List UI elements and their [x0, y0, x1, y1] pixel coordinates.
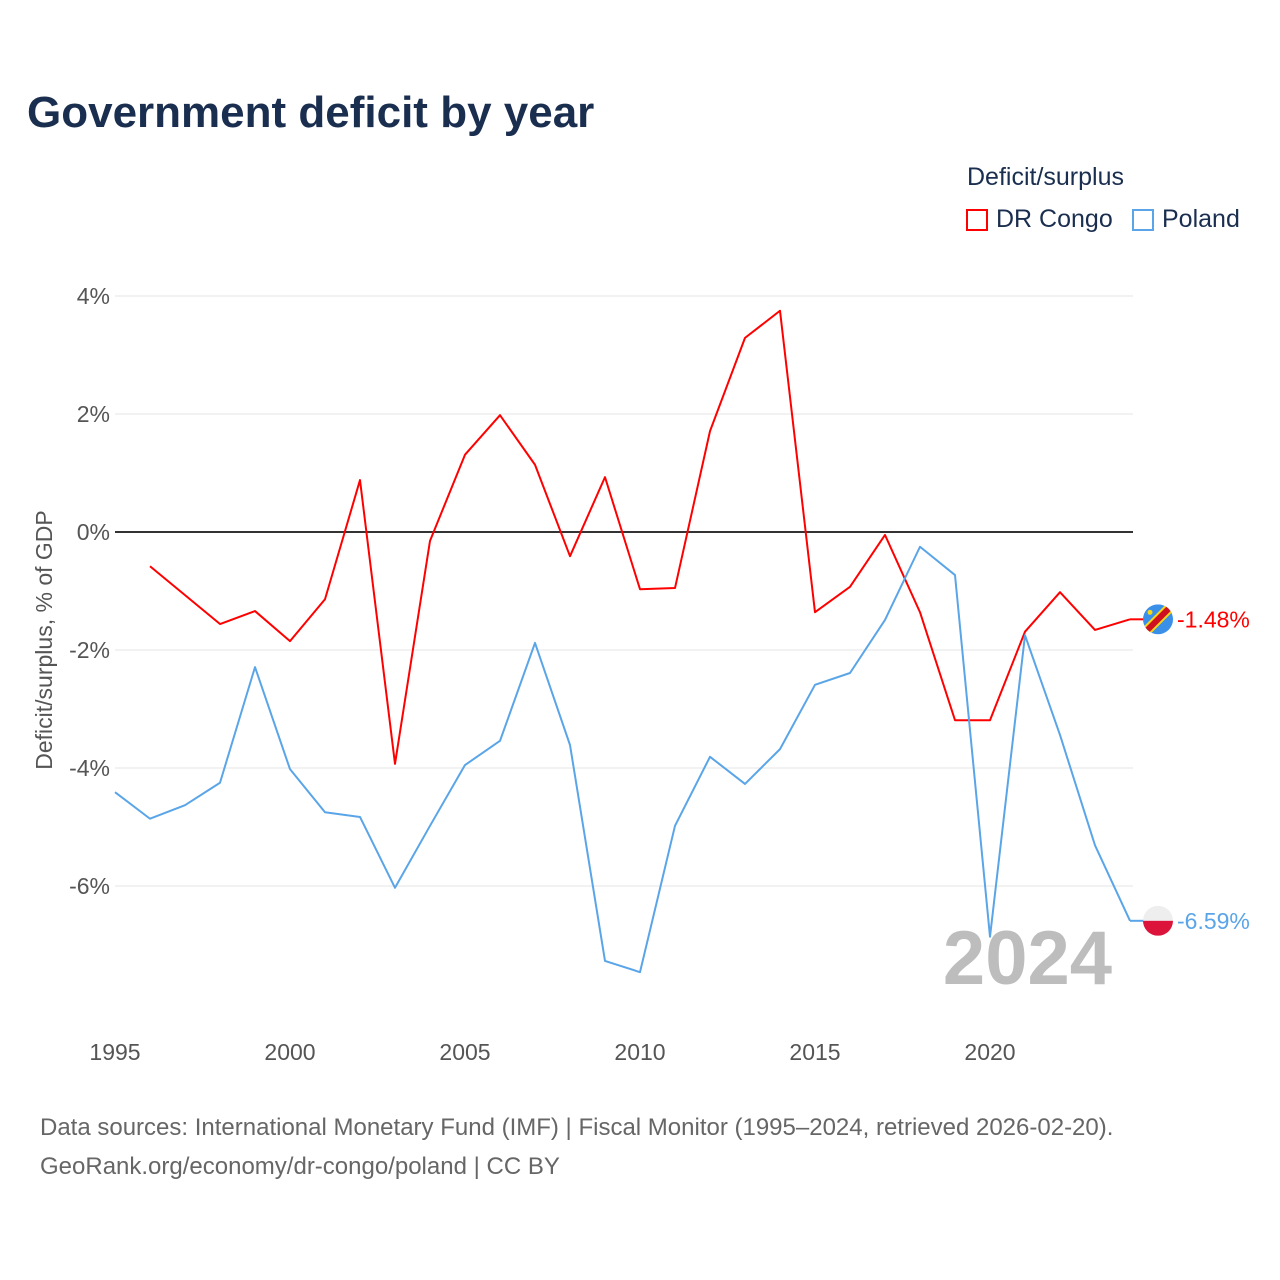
dr-congo-flag-icon: [1143, 604, 1173, 635]
y-tick-label: -4%: [69, 755, 110, 781]
flag-stripe: [1143, 604, 1173, 635]
end-value-label: -6.59%: [1177, 908, 1250, 934]
legend-title: Deficit/surplus: [967, 163, 1124, 191]
y-tick-label: 4%: [77, 283, 110, 309]
flag-star: [1147, 609, 1153, 615]
x-tick-label: 2000: [264, 1039, 315, 1065]
y-tick-label: 0%: [77, 519, 110, 545]
chart-title: Government deficit by year: [27, 88, 595, 137]
poland-flag-icon: [1143, 905, 1173, 936]
legend-item-dr-congo[interactable]: DR Congo: [966, 205, 1113, 234]
legend-swatch: [966, 208, 988, 231]
y-tick-label: -6%: [69, 873, 110, 899]
y-tick-label: -2%: [69, 637, 110, 663]
x-tick-label: 2020: [964, 1039, 1015, 1065]
legend-label: DR Congo: [996, 205, 1113, 233]
x-tick-label: 1995: [89, 1039, 140, 1065]
legend-swatch: [1132, 208, 1154, 231]
y-axis-label: Deficit/surplus, % of GDP: [31, 510, 57, 769]
x-tick-label: 2005: [439, 1039, 490, 1065]
source-line: Data sources: International Monetary Fun…: [40, 1114, 1114, 1141]
flag-white: [1143, 905, 1173, 921]
x-tick-label: 2010: [614, 1039, 665, 1065]
end-value-label: -1.48%: [1177, 606, 1250, 632]
flag-red: [1143, 920, 1173, 936]
y-tick-label: 2%: [77, 401, 110, 427]
legend-label: Poland: [1162, 205, 1240, 233]
year-watermark: 2024: [943, 916, 1112, 1001]
series-line-dr-congo: [149, 309, 1131, 765]
series-line-poland: [114, 545, 1131, 974]
source-note: Data sources: International Monetary Fun…: [40, 1108, 1113, 1186]
x-tick-label: 2015: [789, 1039, 840, 1065]
legend-item-poland[interactable]: Poland: [1132, 205, 1240, 234]
source-link[interactable]: GeoRank.org/economy/dr-congo/poland | CC…: [40, 1153, 560, 1180]
